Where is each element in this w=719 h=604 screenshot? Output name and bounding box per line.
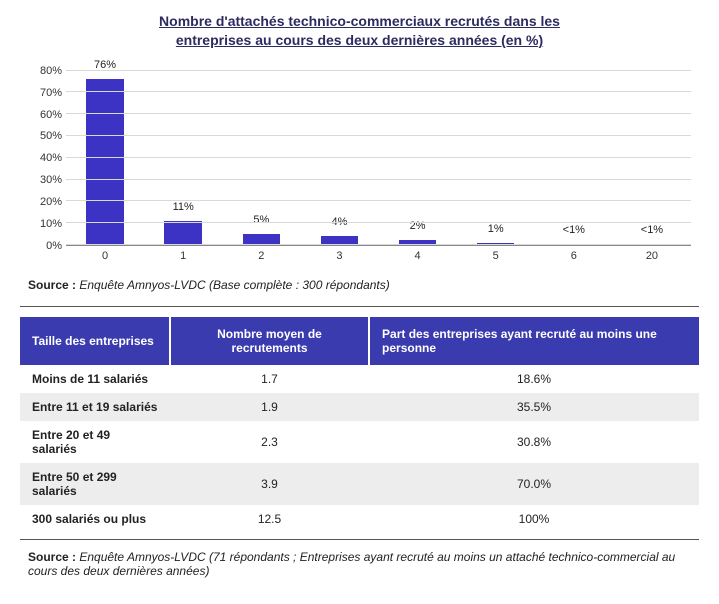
table-row: Entre 11 et 19 salariés1.935.5%: [20, 393, 699, 421]
x-tick-label: 4: [379, 246, 457, 270]
table-row: 300 salariés ou plus12.5100%: [20, 505, 699, 533]
gridline: [66, 113, 691, 114]
bar-value-label: 76%: [94, 59, 116, 75]
y-tick-label: 70%: [40, 87, 62, 99]
bars-container: 76% 11% 5% 4% 2% 1% <1% <1%: [66, 60, 691, 245]
table-cell: 300 salariés ou plus: [20, 505, 170, 533]
y-tick-label: 50%: [40, 130, 62, 142]
x-tick-label: 3: [300, 246, 378, 270]
table-header-row: Taille des entreprises Nombre moyen de r…: [20, 317, 699, 365]
y-tick-label: 40%: [40, 152, 62, 164]
chart-title-line2: entreprises au cours des deux dernières …: [176, 32, 543, 48]
y-axis: 0%10%20%30%40%50%60%70%80%: [24, 60, 66, 246]
gridline: [66, 179, 691, 180]
table-cell: Moins de 11 salariés: [20, 365, 170, 393]
x-axis: 012345620: [66, 246, 691, 270]
table-cell: 12.5: [170, 505, 369, 533]
x-tick-label: 0: [66, 246, 144, 270]
table-cell: 100%: [369, 505, 699, 533]
table-cell: Entre 50 et 299 salariés: [20, 463, 170, 505]
bar-chart: 0%10%20%30%40%50%60%70%80% 76%11%5%4%2%1…: [24, 60, 695, 270]
table-cell: 3.9: [170, 463, 369, 505]
chart-title: Nombre d'attachés technico-commerciaux r…: [20, 12, 699, 50]
x-tick-label: 1: [144, 246, 222, 270]
table-cell: 35.5%: [369, 393, 699, 421]
y-tick-label: 30%: [40, 174, 62, 186]
bar-slot: <1%: [613, 60, 691, 245]
source-text: Enquête Amnyos-LVDC (Base complète : 300…: [79, 278, 389, 292]
bar-slot: 5%: [222, 60, 300, 245]
gridline: [66, 157, 691, 158]
gridline: [66, 200, 691, 201]
table-row: Entre 50 et 299 salariés3.970.0%: [20, 463, 699, 505]
x-tick-label: 5: [457, 246, 535, 270]
col-header-2: Nombre moyen de recrutements: [170, 317, 369, 365]
bar-slot: 2%: [379, 60, 457, 245]
table-cell: 70.0%: [369, 463, 699, 505]
source-text-2: Enquête Amnyos-LVDC (71 répondants ; Ent…: [28, 550, 675, 578]
table-cell: 1.9: [170, 393, 369, 421]
chart-title-line1: Nombre d'attachés technico-commerciaux r…: [159, 13, 560, 29]
col-header-3: Part des entreprises ayant recruté au mo…: [369, 317, 699, 365]
table-cell: 2.3: [170, 421, 369, 463]
gridline: [66, 244, 691, 245]
table-body: Moins de 11 salariés1.718.6%Entre 11 et …: [20, 365, 699, 533]
gridline: [66, 91, 691, 92]
bar-slot: 4%: [300, 60, 378, 245]
bar-value-label: 11%: [173, 201, 194, 217]
source-label: Source :: [28, 278, 76, 292]
plot-area: 76% 11% 5% 4% 2% 1% <1% <1%: [66, 60, 691, 246]
x-tick-label: 20: [613, 246, 691, 270]
y-tick-label: 20%: [40, 196, 62, 208]
gridline: [66, 222, 691, 223]
gridline: [66, 70, 691, 71]
table-row: Entre 20 et 49 salariés2.330.8%: [20, 421, 699, 463]
bar-value-label: <1%: [563, 224, 585, 240]
bar-slot: <1%: [535, 60, 613, 245]
table-cell: 1.7: [170, 365, 369, 393]
table-cell: Entre 11 et 19 salariés: [20, 393, 170, 421]
bar-value-label: 1%: [488, 223, 504, 239]
y-tick-label: 10%: [40, 218, 62, 230]
table-source: Source : Enquête Amnyos-LVDC (71 réponda…: [28, 550, 691, 578]
x-tick-label: 2: [222, 246, 300, 270]
gridline: [66, 135, 691, 136]
table-cell: 30.8%: [369, 421, 699, 463]
y-tick-label: 0%: [46, 240, 62, 252]
separator: [20, 306, 699, 307]
x-tick-label: 6: [535, 246, 613, 270]
y-tick-label: 80%: [40, 65, 62, 77]
source-label-2: Source :: [28, 550, 76, 564]
bar-value-label: 4%: [331, 216, 347, 232]
separator-2: [20, 539, 699, 540]
data-table: Taille des entreprises Nombre moyen de r…: [20, 317, 699, 533]
bar-slot: 1%: [457, 60, 535, 245]
bar-value-label: <1%: [641, 224, 663, 240]
chart-source: Source : Enquête Amnyos-LVDC (Base compl…: [28, 278, 691, 292]
bar: [164, 221, 202, 245]
table-cell: Entre 20 et 49 salariés: [20, 421, 170, 463]
y-tick-label: 60%: [40, 109, 62, 121]
bar-slot: 11%: [144, 60, 222, 245]
table-row: Moins de 11 salariés1.718.6%: [20, 365, 699, 393]
col-header-1: Taille des entreprises: [20, 317, 170, 365]
table-cell: 18.6%: [369, 365, 699, 393]
bar-slot: 76%: [66, 60, 144, 245]
bar: [86, 79, 124, 244]
